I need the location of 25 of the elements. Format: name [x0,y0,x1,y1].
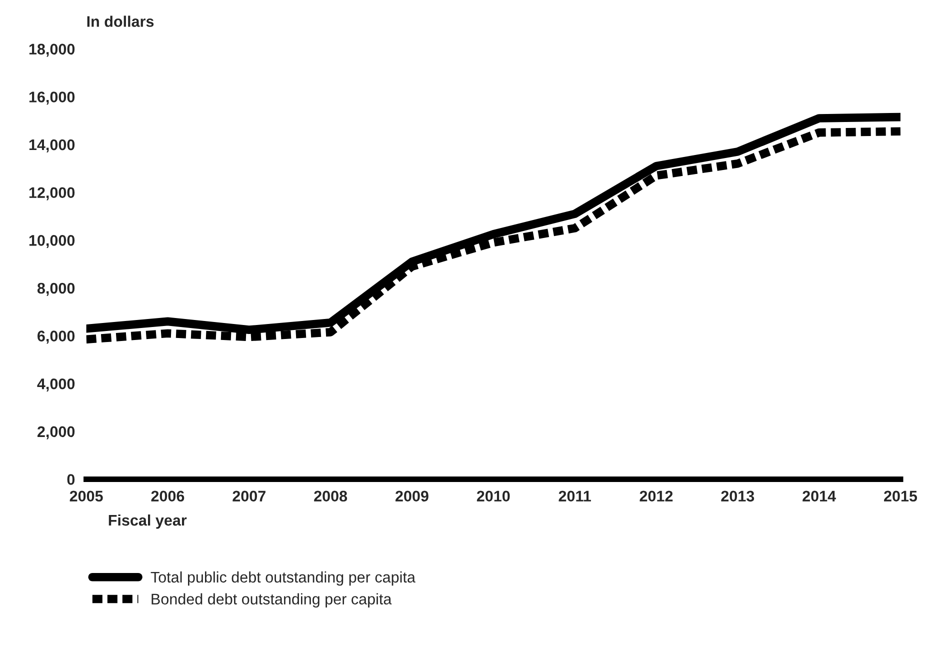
y-tick-label: 8,000 [37,282,75,296]
x-tick-label: 2005 [70,490,103,502]
x-axis-title: Fiscal year [108,514,187,529]
y-tick-label: 16,000 [29,92,75,105]
x-tick-label: 2007 [232,490,266,502]
x-tick-label: 2010 [476,490,510,502]
x-tick-label: 2006 [151,490,184,502]
x-tick-label: 2015 [884,490,918,502]
legend-label: Bonded debt outstanding per capita [152,593,392,608]
x-tick-label: 2012 [640,490,673,502]
y-tick-label: 10,000 [29,235,75,248]
y-tick-label: 6,000 [38,330,75,344]
x-tick-label: 2014 [802,490,836,502]
y-tick-label: 2,000 [37,426,75,440]
y-axis-title: In dollars [87,16,154,27]
x-tick-label: 2009 [396,490,428,502]
y-tick-label: 4,000 [37,378,75,392]
x-tick-label: 2013 [721,490,754,502]
y-tick-label: 18,000 [29,44,75,57]
y-tick-label: 14,000 [29,139,75,152]
y-tick-label: 0 [67,474,75,485]
y-tick-label: 12,000 [29,187,75,200]
legend-label: Total public debt outstanding per capita [150,571,416,586]
x-tick-label: 2011 [558,490,591,502]
x-tick-label: 2008 [314,490,348,502]
